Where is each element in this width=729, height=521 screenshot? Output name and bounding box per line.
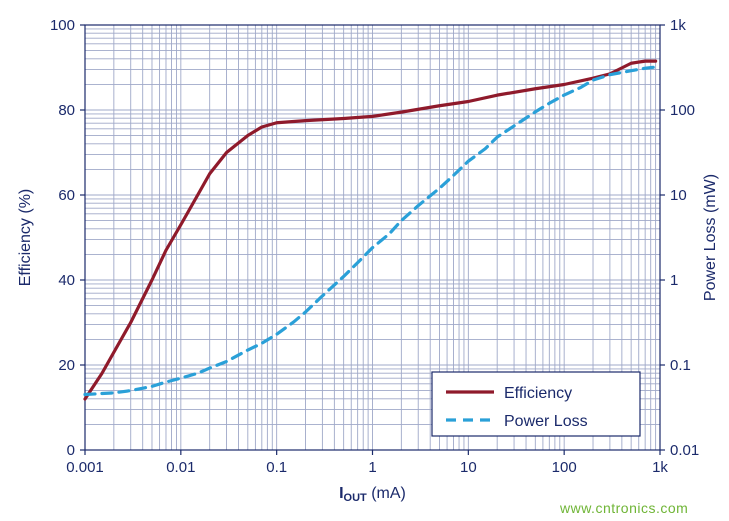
x-tick-label: 0.001 xyxy=(66,459,104,476)
y-right-tick-label: 100 xyxy=(670,102,695,119)
chart-svg: 0.001 0.01 0.1 1 10 100 1k 0 20 40 60 80 100 0.01 0.1 1… xyxy=(0,0,729,521)
y-left-tick-label: 60 xyxy=(58,187,75,204)
watermark-text: www.cntronics.com xyxy=(560,500,688,516)
legend: Efficiency Power Loss xyxy=(432,372,640,436)
y-left-tick-label: 80 xyxy=(58,102,75,119)
x-tick-label: 10 xyxy=(460,459,477,476)
y-right-tick-label: 1 xyxy=(670,272,678,289)
legend-label-efficiency: Efficiency xyxy=(504,385,572,402)
chart-container: 0.001 0.01 0.1 1 10 100 1k 0 20 40 60 80 100 0.01 0.1 1… xyxy=(0,0,729,521)
y-right-label: Power Loss (mW) xyxy=(702,174,719,301)
y-left-tick-label: 40 xyxy=(58,272,75,289)
y-left-tick-label: 0 xyxy=(67,442,75,459)
y-right-tick-label: 0.1 xyxy=(670,357,691,374)
y-left-label: Efficiency (%) xyxy=(17,189,34,287)
y-right-tick-label: 10 xyxy=(670,187,687,204)
y-left-tick-label: 20 xyxy=(58,357,75,374)
x-tick-label: 1 xyxy=(368,459,376,476)
legend-label-power_loss: Power Loss xyxy=(504,413,588,430)
x-tick-label: 0.1 xyxy=(266,459,287,476)
y-left-tick-label: 100 xyxy=(50,17,75,34)
x-tick-label: 100 xyxy=(552,459,577,476)
y-right-tick-label: 0.01 xyxy=(670,442,699,459)
x-tick-label: 1k xyxy=(652,459,668,476)
y-right-tick-label: 1k xyxy=(670,17,686,34)
x-tick-label: 0.01 xyxy=(166,459,195,476)
